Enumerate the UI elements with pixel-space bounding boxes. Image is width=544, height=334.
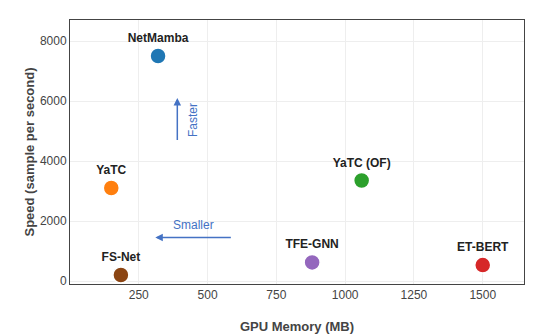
svg-text:1500: 1500	[469, 288, 496, 302]
svg-text:YaTC (OF): YaTC (OF)	[333, 156, 391, 170]
svg-text:1250: 1250	[401, 288, 428, 302]
svg-text:1000: 1000	[332, 288, 359, 302]
svg-text:0: 0	[60, 274, 67, 288]
svg-text:4000: 4000	[40, 154, 67, 168]
svg-text:YaTC: YaTC	[96, 163, 126, 177]
svg-text:ET-BERT: ET-BERT	[457, 240, 509, 254]
svg-text:Speed (sample per second): Speed (sample per second)	[22, 67, 37, 236]
svg-text:2000: 2000	[40, 214, 67, 228]
svg-text:6000: 6000	[40, 94, 67, 108]
svg-text:NetMamba: NetMamba	[128, 31, 189, 45]
svg-text:500: 500	[198, 288, 218, 302]
svg-text:Faster: Faster	[186, 103, 200, 137]
svg-text:250: 250	[129, 288, 149, 302]
svg-text:Smaller: Smaller	[173, 218, 214, 232]
svg-text:8000: 8000	[40, 34, 67, 48]
svg-text:GPU Memory (MB): GPU Memory (MB)	[240, 319, 354, 334]
svg-text:FS-Net: FS-Net	[102, 250, 141, 264]
svg-text:TFE-GNN: TFE-GNN	[285, 237, 338, 251]
svg-text:750: 750	[266, 288, 286, 302]
